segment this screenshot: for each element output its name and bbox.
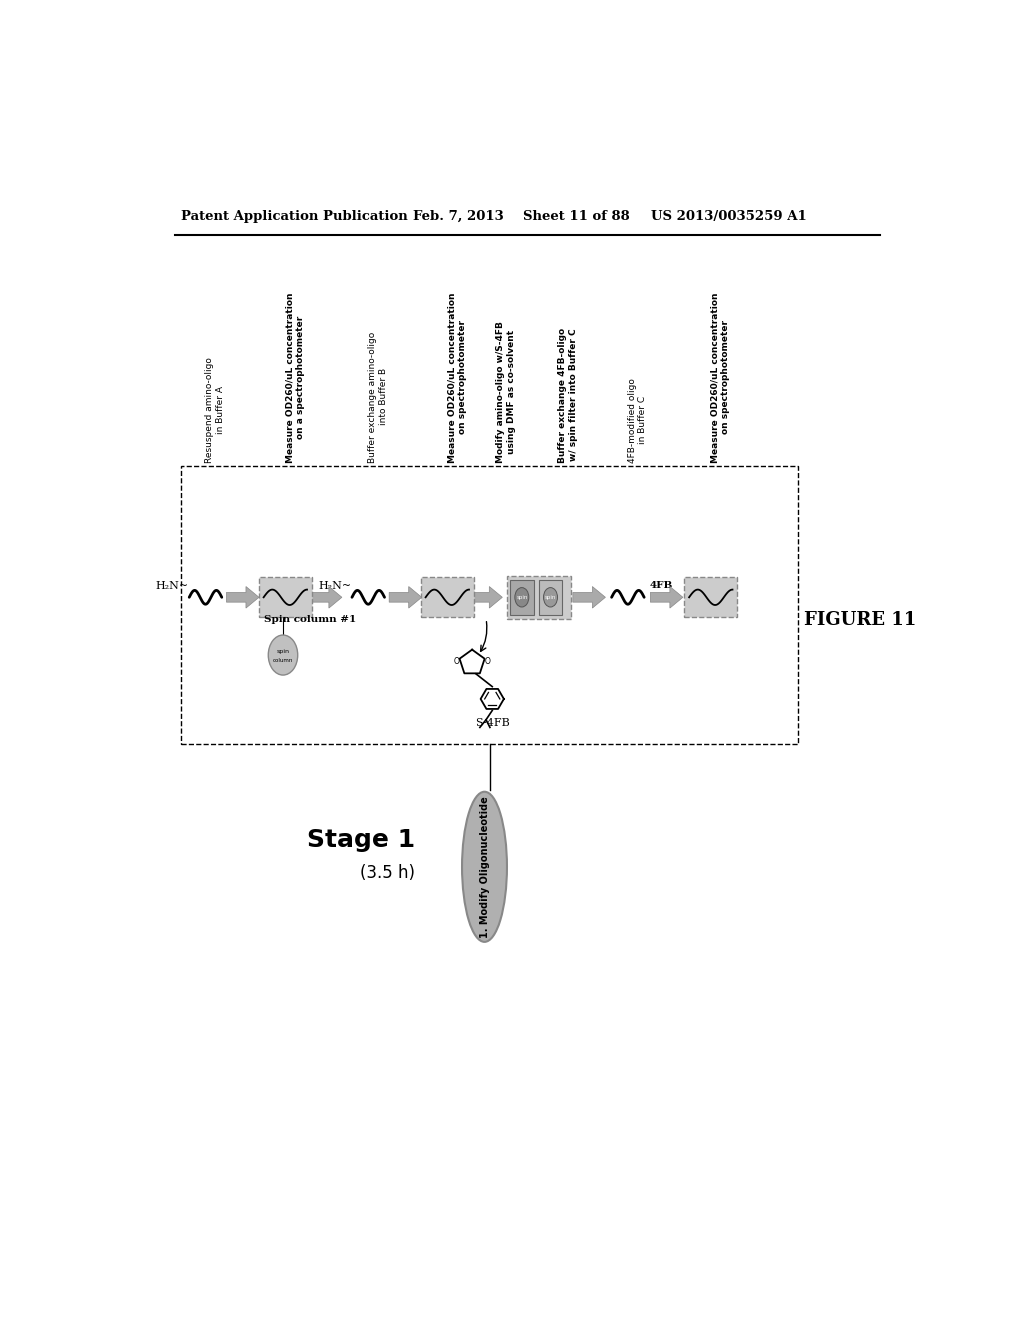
Text: column: column <box>272 657 293 663</box>
Text: Spin column #1: Spin column #1 <box>263 615 356 624</box>
Text: FIGURE 11: FIGURE 11 <box>804 611 916 630</box>
Bar <box>539 579 562 615</box>
Ellipse shape <box>268 635 298 675</box>
Text: spin: spin <box>545 595 556 599</box>
FancyArrow shape <box>309 586 342 609</box>
Text: Stage 1: Stage 1 <box>306 828 415 851</box>
Text: O: O <box>484 657 490 665</box>
Text: S-4FB: S-4FB <box>475 718 510 729</box>
Text: US 2013/0035259 A1: US 2013/0035259 A1 <box>651 210 807 223</box>
Ellipse shape <box>462 792 507 942</box>
Bar <box>507 576 570 619</box>
Ellipse shape <box>544 587 557 607</box>
Text: Feb. 7, 2013: Feb. 7, 2013 <box>414 210 504 223</box>
Text: 1. Modify Oligonucleotide: 1. Modify Oligonucleotide <box>479 796 489 937</box>
Text: Measure OD260/uL concentration
on spectrophotometer: Measure OD260/uL concentration on spectr… <box>711 292 730 462</box>
Text: 4FB-modified oligo
in Buffer C: 4FB-modified oligo in Buffer C <box>628 378 647 462</box>
Text: spin: spin <box>516 595 527 599</box>
Bar <box>421 577 474 618</box>
Text: Patent Application Publication: Patent Application Publication <box>180 210 408 223</box>
Text: 4FB: 4FB <box>649 581 673 590</box>
Text: spin: spin <box>276 648 290 653</box>
Text: (3.5 h): (3.5 h) <box>359 865 415 882</box>
Text: Buffer exchange 4FB-oligo
w/ spin filter into Buffer C: Buffer exchange 4FB-oligo w/ spin filter… <box>558 327 578 462</box>
Text: Resuspend amino-oligo
in Buffer A: Resuspend amino-oligo in Buffer A <box>206 356 225 462</box>
FancyArrow shape <box>650 586 683 609</box>
Bar <box>510 579 534 615</box>
Text: Measure OD260/uL concentration
on a spectrophotometer: Measure OD260/uL concentration on a spec… <box>286 292 305 462</box>
Text: H₂N~: H₂N~ <box>156 581 188 591</box>
Bar <box>259 577 311 618</box>
FancyArrow shape <box>470 586 503 609</box>
Bar <box>684 577 737 618</box>
Text: Sheet 11 of 88: Sheet 11 of 88 <box>523 210 630 223</box>
Text: Modify amino-oligo w/S-4FB
using DMF as co-solvent: Modify amino-oligo w/S-4FB using DMF as … <box>496 321 515 462</box>
Text: O: O <box>454 657 460 665</box>
FancyArrow shape <box>226 586 259 609</box>
Ellipse shape <box>515 587 528 607</box>
Text: H₂N~: H₂N~ <box>318 581 351 591</box>
FancyArrow shape <box>572 586 605 609</box>
FancyArrow shape <box>389 586 422 609</box>
Bar <box>180 466 799 743</box>
Text: Buffer exchange amino-oligo
into Buffer B: Buffer exchange amino-oligo into Buffer … <box>369 331 388 462</box>
Text: Measure OD260/uL concentration
on spectrophotometer: Measure OD260/uL concentration on spectr… <box>447 292 467 462</box>
